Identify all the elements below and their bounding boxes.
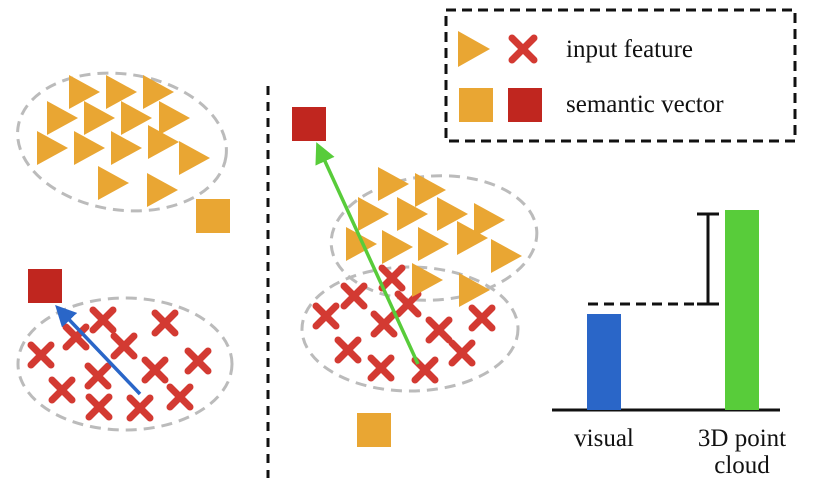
legend-cross-icon: [508, 34, 538, 64]
left-triangle-cluster-outline: [16, 71, 228, 213]
input-feature-cross: [126, 394, 154, 422]
input-feature-triangle: [148, 125, 179, 159]
input-feature-triangle: [37, 131, 68, 165]
input-feature-triangle: [74, 131, 105, 165]
middle-input-features-point-cloud: [312, 264, 496, 384]
input-feature-cross: [334, 336, 362, 364]
left-input-features-visual: [37, 75, 210, 207]
legend-semantic-orange-icon: [459, 88, 493, 122]
input-feature-cross: [340, 282, 368, 310]
left-input-features-point-cloud: [27, 306, 212, 422]
input-feature-cross: [425, 316, 453, 344]
input-feature-triangle: [159, 101, 190, 135]
input-feature-cross: [378, 264, 406, 292]
input-feature-triangle: [143, 75, 174, 109]
input-feature-cross: [62, 323, 90, 351]
middle-panel: [292, 107, 539, 447]
legend-input-feature-label: input feature: [566, 36, 693, 63]
input-feature-triangle: [179, 141, 210, 175]
input-feature-cross: [468, 304, 496, 332]
left-blue-arrow: [55, 304, 142, 396]
input-feature-triangle: [459, 273, 490, 307]
input-feature-cross: [370, 310, 398, 338]
bar-chart: visual 3D point cloud: [552, 210, 786, 479]
input-feature-cross: [89, 306, 117, 334]
input-feature-cross: [312, 302, 340, 330]
input-feature-triangle: [378, 167, 409, 201]
input-feature-triangle: [121, 101, 152, 135]
input-feature-triangle: [491, 239, 522, 273]
input-feature-cross: [151, 309, 179, 337]
bar-category-label-0: visual: [574, 425, 634, 452]
middle-semantic-vector-red: [292, 107, 326, 141]
input-feature-cross: [394, 290, 422, 318]
input-feature-cross: [48, 376, 76, 404]
input-feature-triangle: [412, 263, 443, 297]
input-feature-cross: [85, 393, 113, 421]
left-cross-cluster-outline: [16, 296, 234, 432]
left-semantic-vector-orange: [196, 199, 230, 233]
legend-semantic-red-icon: [508, 88, 542, 122]
input-feature-triangle: [98, 166, 129, 200]
input-feature-triangle: [84, 101, 115, 135]
input-feature-triangle: [418, 227, 449, 261]
input-feature-triangle: [106, 75, 137, 109]
legend-box: [444, 8, 797, 143]
input-feature-cross: [448, 339, 476, 367]
input-feature-cross: [166, 383, 194, 411]
input-feature-cross: [184, 347, 212, 375]
legend-triangle-icon: [458, 31, 490, 67]
legend-semantic-vector-label: semantic vector: [566, 91, 724, 118]
input-feature-triangle: [147, 173, 178, 207]
input-feature-triangle: [397, 197, 428, 231]
middle-cross-cluster-outline: [300, 265, 520, 393]
middle-triangle-cluster-outline: [329, 174, 539, 302]
bar-0: [587, 314, 621, 410]
left-semantic-vector-red: [28, 269, 62, 303]
bar-category-label-1: 3D point cloud: [698, 425, 786, 479]
middle-green-arrow: [315, 142, 420, 365]
input-feature-triangle: [474, 203, 505, 237]
input-feature-triangle: [111, 131, 142, 165]
middle-input-features-visual: [346, 167, 522, 307]
middle-semantic-vector-orange: [357, 413, 391, 447]
input-feature-cross: [27, 341, 55, 369]
left-panel: [16, 71, 234, 432]
input-feature-triangle: [69, 75, 100, 109]
input-feature-triangle: [382, 230, 413, 264]
input-feature-cross: [367, 354, 395, 382]
input-feature-triangle: [457, 221, 488, 255]
input-feature-triangle: [415, 173, 446, 207]
input-feature-triangle: [47, 101, 78, 135]
input-feature-triangle: [437, 197, 468, 231]
legend: input feature semantic vector: [444, 8, 797, 143]
gap-bracket: [697, 212, 719, 306]
input-feature-cross: [84, 362, 112, 390]
input-feature-triangle: [358, 197, 389, 231]
input-feature-cross: [141, 356, 169, 384]
bar-1: [725, 210, 759, 410]
input-feature-cross: [110, 332, 138, 360]
